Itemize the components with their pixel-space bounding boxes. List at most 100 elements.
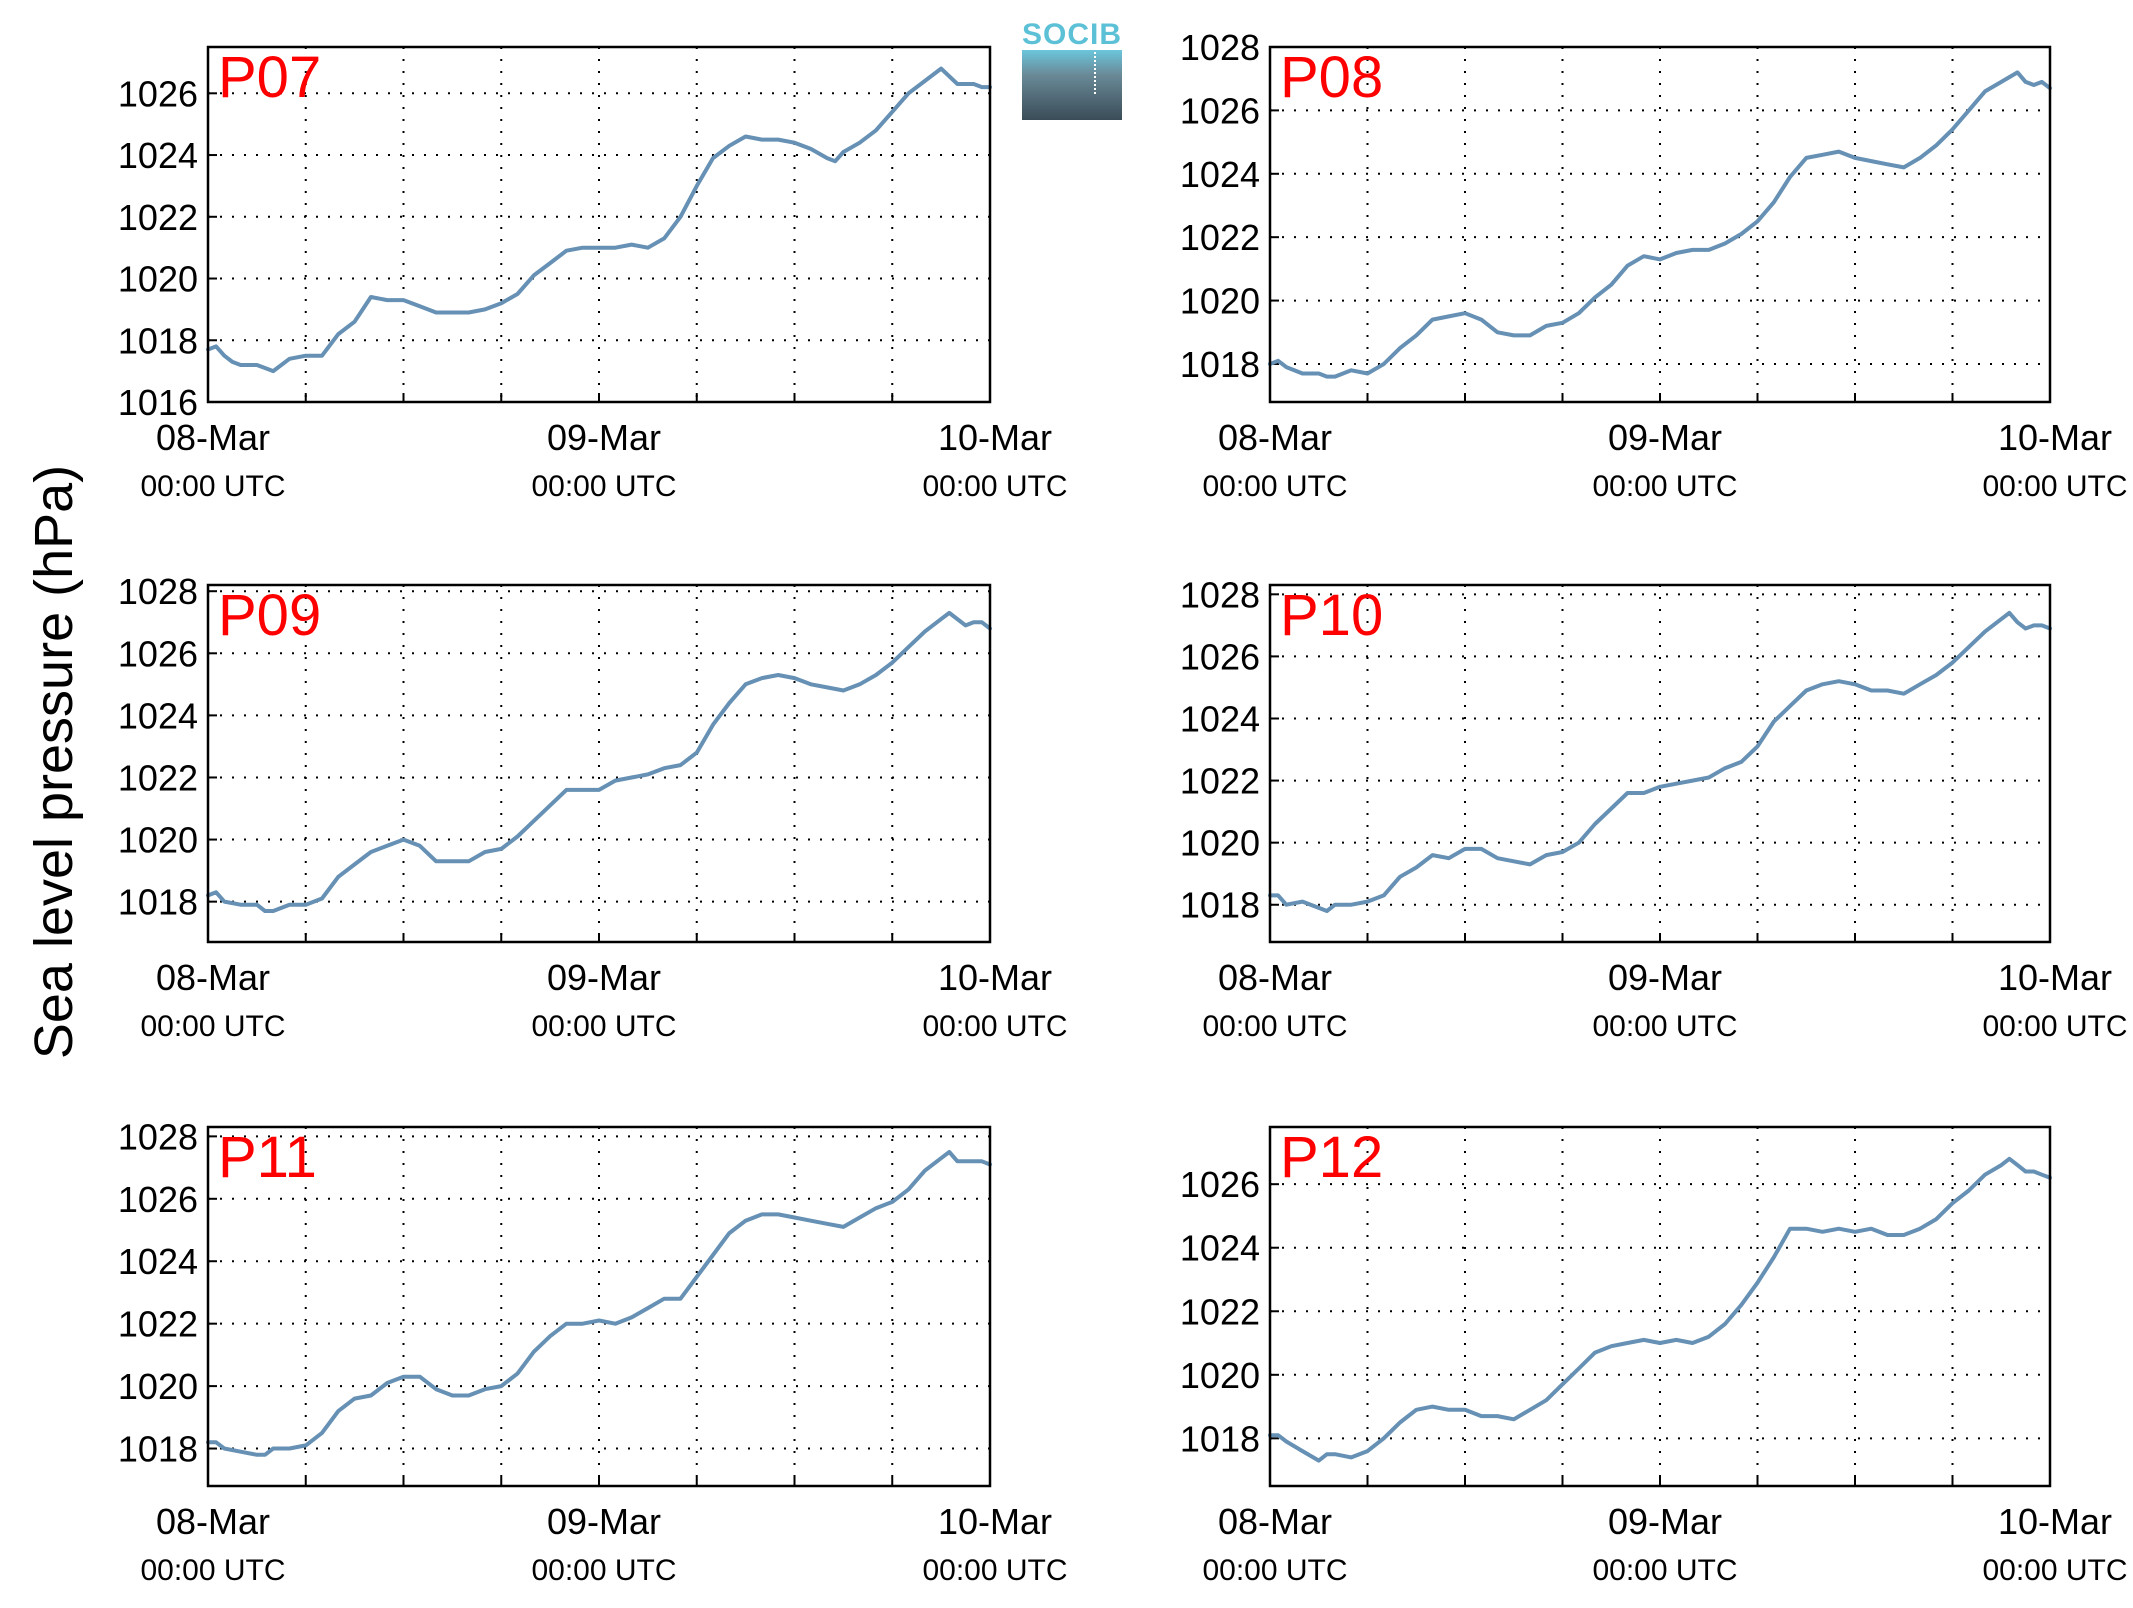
x-tick-label-day: 08-Mar xyxy=(1218,957,1332,998)
y-tick-label: 1024 xyxy=(118,695,198,736)
x-tick-label-time: 00:00 UTC xyxy=(531,1554,676,1587)
y-tick-label: 1018 xyxy=(118,882,198,923)
y-tick-label: 1016 xyxy=(118,382,198,423)
y-tick-label: 1020 xyxy=(1180,281,1260,322)
y-tick-label: 1026 xyxy=(118,633,198,674)
x-tick-label-day: 09-Mar xyxy=(547,957,661,998)
panel-label: P09 xyxy=(218,583,321,648)
x-tick-label-time: 00:00 UTC xyxy=(1202,1010,1347,1043)
x-tick-label-time: 00:00 UTC xyxy=(1982,1010,2127,1043)
logo-text: SOCIB xyxy=(1022,18,1123,51)
y-tick-label: 1026 xyxy=(1180,636,1260,677)
y-tick-label: 1018 xyxy=(1180,344,1260,385)
x-tick-label-time: 00:00 UTC xyxy=(1592,1010,1737,1043)
y-tick-label: 1026 xyxy=(118,73,198,114)
x-tick-label-day: 09-Mar xyxy=(547,417,661,458)
y-tick-label: 1018 xyxy=(118,1429,198,1470)
x-tick-label-time: 00:00 UTC xyxy=(531,470,676,503)
x-tick-label-day: 10-Mar xyxy=(1998,417,2112,458)
y-tick-label: 1024 xyxy=(1180,1228,1260,1269)
x-tick-label-day: 10-Mar xyxy=(1998,1501,2112,1542)
y-tick-label: 1022 xyxy=(118,197,198,238)
series-line xyxy=(1268,610,2052,913)
y-tick-label: 1024 xyxy=(1180,698,1260,739)
x-tick-label-day: 08-Mar xyxy=(1218,1501,1332,1542)
x-tick-label-day: 09-Mar xyxy=(1608,1501,1722,1542)
y-tick-label: 1028 xyxy=(118,571,198,612)
x-tick-label-time: 00:00 UTC xyxy=(922,1010,1067,1043)
y-tick-label: 1018 xyxy=(118,320,198,361)
axes-frame xyxy=(206,583,992,944)
y-tick-label: 1022 xyxy=(118,1304,198,1345)
x-tick-label-time: 00:00 UTC xyxy=(140,1554,285,1587)
axes-frame xyxy=(1268,1125,2052,1488)
y-tick-label: 1020 xyxy=(118,259,198,300)
panel-p12: 1018 1020 1022 1024 1026 08-Mar 00:00 UTC 09-Ma… xyxy=(1180,1125,2128,1587)
x-tick-label-time: 00:00 UTC xyxy=(1202,470,1347,503)
panel-label: P12 xyxy=(1280,1125,1383,1190)
x-tick-label-time: 00:00 UTC xyxy=(1202,1554,1347,1587)
panel-p09: 1018 1020 1022 1024 1026 1028 08-Mar 00:00 UTC 0… xyxy=(118,571,1068,1043)
y-tick-label: 1028 xyxy=(118,1116,198,1157)
series-line xyxy=(206,66,992,374)
x-tick-label-day: 08-Mar xyxy=(156,417,270,458)
x-tick-label-day: 09-Mar xyxy=(547,1501,661,1542)
y-tick-label: 1022 xyxy=(1180,1291,1260,1332)
series-line xyxy=(206,1150,992,1457)
panel-label: P08 xyxy=(1280,45,1383,110)
panel-label: P11 xyxy=(218,1125,317,1190)
series-line xyxy=(206,610,992,913)
axes-frame xyxy=(1268,583,2052,944)
y-tick-label: 1020 xyxy=(1180,823,1260,864)
y-tick-label: 1026 xyxy=(118,1179,198,1220)
y-tick-label: 1026 xyxy=(1180,1164,1260,1205)
x-tick-label-day: 10-Mar xyxy=(938,417,1052,458)
x-tick-label-day: 08-Mar xyxy=(1218,417,1332,458)
y-tick-label: 1020 xyxy=(118,820,198,861)
y-tick-label: 1028 xyxy=(1180,27,1260,68)
series-line xyxy=(1268,1156,2052,1463)
y-tick-label: 1020 xyxy=(118,1366,198,1407)
x-tick-label-time: 00:00 UTC xyxy=(1592,1554,1737,1587)
x-tick-label-day: 10-Mar xyxy=(1998,957,2112,998)
axes-frame xyxy=(206,1125,992,1488)
panel-label: P10 xyxy=(1280,583,1383,648)
y-tick-label: 1026 xyxy=(1180,90,1260,131)
panel-p11: 1018 1020 1022 1024 1026 1028 08-Mar 00:00 UTC 0… xyxy=(118,1116,1068,1587)
socib-logo: SOCIB xyxy=(1022,18,1122,120)
x-tick-label-time: 00:00 UTC xyxy=(1982,1554,2127,1587)
y-axis-label: Sea level pressure (hPa) xyxy=(24,465,84,1059)
x-tick-label-day: 08-Mar xyxy=(156,957,270,998)
y-tick-label: 1020 xyxy=(1180,1355,1260,1396)
panel-p08: 1018 1020 1022 1024 1026 1028 08-Mar 00:00 UTC 0… xyxy=(1180,27,2128,503)
axes-frame xyxy=(1268,45,2052,404)
panel-label: P07 xyxy=(218,45,321,110)
y-tick-label: 1018 xyxy=(1180,1418,1260,1459)
x-tick-label-time: 00:00 UTC xyxy=(140,1010,285,1043)
y-tick-label: 1024 xyxy=(118,1241,198,1282)
x-tick-label-day: 09-Mar xyxy=(1608,957,1722,998)
x-tick-label-day: 08-Mar xyxy=(156,1501,270,1542)
x-tick-label-time: 00:00 UTC xyxy=(1592,470,1737,503)
x-tick-label-time: 00:00 UTC xyxy=(140,470,285,503)
y-tick-label: 1024 xyxy=(118,135,198,176)
panel-p07: 1016 1018 1020 1022 1024 1026 08-Mar 00:00 UTC 0… xyxy=(118,45,1068,503)
y-tick-label: 1018 xyxy=(1180,885,1260,926)
axes-frame xyxy=(206,45,992,404)
y-tick-label: 1022 xyxy=(1180,217,1260,258)
series-line xyxy=(1268,70,2052,379)
x-tick-label-time: 00:00 UTC xyxy=(1982,470,2127,503)
panels-container: 1016 1018 1020 1022 1024 1026 08-Mar 00:00 UTC 0… xyxy=(118,27,2128,1587)
x-tick-label-time: 00:00 UTC xyxy=(922,470,1067,503)
x-tick-label-time: 00:00 UTC xyxy=(922,1554,1067,1587)
x-tick-label-day: 10-Mar xyxy=(938,957,1052,998)
y-tick-label: 1028 xyxy=(1180,574,1260,615)
y-tick-label: 1024 xyxy=(1180,154,1260,195)
logo-dotted-line xyxy=(1094,52,1096,94)
x-tick-label-time: 00:00 UTC xyxy=(531,1010,676,1043)
x-tick-label-day: 09-Mar xyxy=(1608,417,1722,458)
panel-p10: 1018 1020 1022 1024 1026 1028 08-Mar 00:00 UTC 0… xyxy=(1180,574,2128,1043)
y-tick-label: 1022 xyxy=(1180,761,1260,802)
y-tick-label: 1022 xyxy=(118,757,198,798)
x-tick-label-day: 10-Mar xyxy=(938,1501,1052,1542)
